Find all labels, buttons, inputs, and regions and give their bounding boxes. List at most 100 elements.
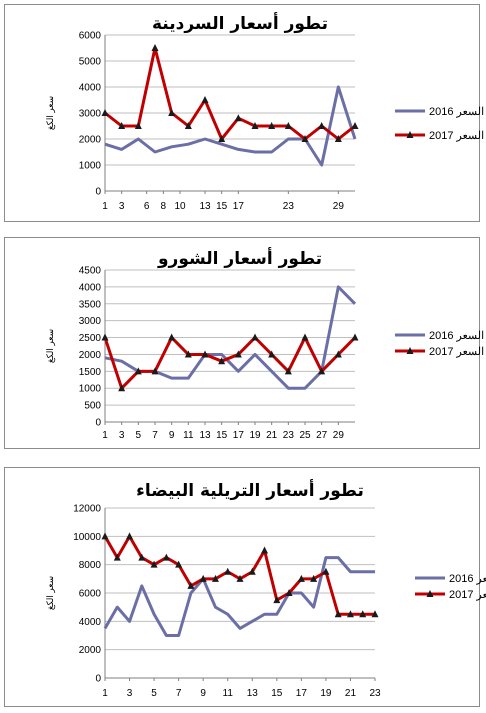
chart-1-series-1-point-7 [218, 357, 226, 365]
chart-1-y-tick-label-1: 500 [84, 401, 101, 412]
chart-2-series-1-point-0 [101, 532, 109, 540]
chart-1-series-1-line [103, 336, 357, 390]
chart-2-y-tick-label-1: 2000 [79, 645, 102, 656]
chart-2-x-tick-label-1: 3 [127, 688, 133, 699]
chart-1-series-1-point-8 [234, 350, 242, 358]
chart-2-x-tick-label-9: 19 [320, 688, 332, 699]
chart-2-x-tick-label-2: 5 [151, 688, 157, 699]
chart-2-title: تطور أسعار التريلية البيضاء [136, 479, 364, 501]
chart-0-y-tick-label-2: 2000 [79, 135, 102, 146]
chart-0-series-1-point-3 [151, 44, 159, 51]
chart-0-x-tick-label-2: 6 [144, 201, 150, 212]
chart-1-series-1-point-13 [318, 367, 326, 375]
chart-white-trilia-svg: تطور أسعار التريلية البيضاء 0 2000 4000 6000… [45, 479, 486, 699]
chart-1-series-1-point-6 [201, 350, 209, 358]
chart-0-series-1-point-5 [184, 122, 192, 129]
chart-2-series-1-point-20 [346, 610, 354, 618]
chart-2-series-1-point-6 [175, 560, 183, 568]
chart-2-y-tick-label-2: 4000 [79, 617, 102, 628]
chart-0-y-tick-label-3: 3000 [79, 109, 102, 120]
chart-2-y-tick-label-0: 0 [95, 674, 101, 685]
chart-1-x-tick-label-10: 21 [266, 430, 278, 441]
chart-0-series-1-point-7 [218, 135, 226, 142]
chart-0-legend-label-0: 2016 السعر [429, 106, 484, 118]
chart-sardine-svg: تطور أسعار السردينة 0 1000 2000 3000 4000 5000… [45, 12, 484, 212]
chart-2-series-1-point-21 [359, 610, 367, 618]
chart-0-series-1-point-12 [301, 135, 309, 142]
chart-2-series-1-point-10 [224, 567, 232, 575]
chart-1-series-1-point-1 [118, 384, 126, 392]
chart-1-x-tick-label-13: 27 [316, 430, 328, 441]
chart-2-legend-label-0: 2016 السعر [449, 573, 486, 585]
chart-2-x-tick-label-7: 15 [271, 688, 283, 699]
chart-1-legend-label-1: 2017 السعر [429, 346, 484, 358]
chart-2-x-tick-label-5: 11 [223, 688, 234, 699]
chart-0-x-tick-label-5: 13 [199, 201, 211, 212]
chart-2-y-tick-label-4: 8000 [79, 560, 102, 571]
chart-0-series-1-point-14 [334, 135, 342, 142]
chart-2-series-1-point-14 [273, 596, 281, 604]
chart-1-series-1-point-10 [268, 350, 276, 358]
chart-2-series-1-point-12 [248, 567, 256, 575]
chart-2-x-tick-label-0: 1 [102, 688, 108, 699]
chart-0-x-tick-label-9: 29 [333, 201, 345, 212]
chart-0-series-1-point-11 [284, 122, 292, 129]
chart-1-y-tick-label-5: 2500 [79, 333, 102, 344]
chart-2-y-axis-label: سعر الكغ [45, 576, 56, 610]
chart-0-x-tick-label-7: 17 [233, 201, 245, 212]
chart-chourou-svg: تطور أسعار الشورو 0 500 1000 1500 2000 2500 300… [45, 247, 484, 441]
chart-1-y-tick-label-9: 4500 [79, 266, 102, 277]
chart-0-series-1-point-10 [268, 122, 276, 129]
chart-0-series-1-line [104, 46, 356, 141]
chart-1-series-1-point-12 [301, 333, 309, 341]
chart-1-x-tick-label-6: 13 [199, 430, 211, 441]
chart-1-series-1-point-2 [134, 367, 142, 375]
chart-2-x-tick-label-10: 21 [345, 688, 357, 699]
chart-panel-white-trilia: تطور أسعار التريلية البيضاء 0 2000 4000 6000… [4, 467, 486, 707]
chart-2-series-1-point-15 [285, 589, 293, 596]
chart-2-series-1-point-17 [310, 574, 318, 582]
chart-1-x-tick-label-8: 17 [233, 430, 245, 441]
chart-1-y-axis-label: سعر الكغ [45, 329, 56, 363]
chart-panel-chourou: تطور أسعار الشورو 0 500 1000 1500 2000 2500 300… [4, 237, 484, 449]
chart-0-x-tick-label-6: 15 [216, 201, 228, 212]
chart-1-y-tick-label-6: 3000 [79, 316, 102, 327]
chart-0-x-tick-label-4: 10 [174, 201, 186, 212]
chart-2-series-1-point-18 [322, 567, 330, 575]
chart-0-title: تطور أسعار السردينة [152, 12, 328, 34]
chart-1-series-1-point-5 [184, 350, 192, 358]
chart-2-series-1-point-5 [162, 553, 170, 561]
chart-1-x-tick-label-0: 1 [102, 430, 108, 441]
chart-panel-sardine: تطور أسعار السردينة 0 1000 2000 3000 4000 5000… [4, 4, 484, 222]
chart-0-legend-marker-1 [406, 131, 414, 138]
chart-0-y-tick-label-4: 4000 [79, 83, 102, 94]
chart-1-y-tick-label-7: 3500 [79, 299, 102, 310]
chart-2-x-tick-label-8: 17 [296, 688, 308, 699]
chart-2-y-tick-label-3: 6000 [79, 589, 102, 600]
chart-0-series-1-point-6 [201, 96, 209, 103]
chart-0-y-tick-label-5: 5000 [79, 57, 102, 68]
chart-1-y-tick-label-0: 0 [95, 418, 101, 429]
chart-1-x-tick-label-4: 9 [169, 430, 175, 441]
chart-2-series-1-point-9 [211, 574, 219, 582]
chart-0-legend-label-1: 2017 السعر [429, 130, 484, 142]
chart-2-series-1-point-1 [113, 553, 121, 561]
chart-2-x-tick-label-11: 23 [369, 688, 381, 699]
chart-0-y-tick-label-0: 0 [95, 187, 101, 198]
chart-1-series-1-point-4 [168, 333, 176, 341]
chart-1-x-tick-label-11: 23 [283, 430, 295, 441]
chart-2-legend-marker-1 [426, 590, 434, 597]
chart-0-series-1-point-2 [134, 122, 142, 129]
chart-2-x-tick-label-6: 13 [247, 688, 259, 699]
chart-2-y-tick-label-6: 12000 [73, 504, 101, 515]
chart-1-x-tick-label-7: 15 [216, 430, 228, 441]
chart-2-series-1-point-16 [297, 574, 305, 582]
chart-0-y-axis-label: سعر الكغ [45, 96, 56, 130]
chart-1-legend-label-0: 2016 السعر [429, 330, 484, 342]
chart-0-series-1-point-13 [318, 122, 326, 129]
chart-2-series-1-point-19 [334, 610, 342, 618]
chart-1-x-tick-label-5: 11 [183, 430, 194, 441]
chart-1-series-1-point-15 [351, 333, 359, 341]
chart-1-y-tick-label-2: 1000 [79, 384, 102, 395]
chart-0-series-1-point-0 [101, 109, 109, 116]
